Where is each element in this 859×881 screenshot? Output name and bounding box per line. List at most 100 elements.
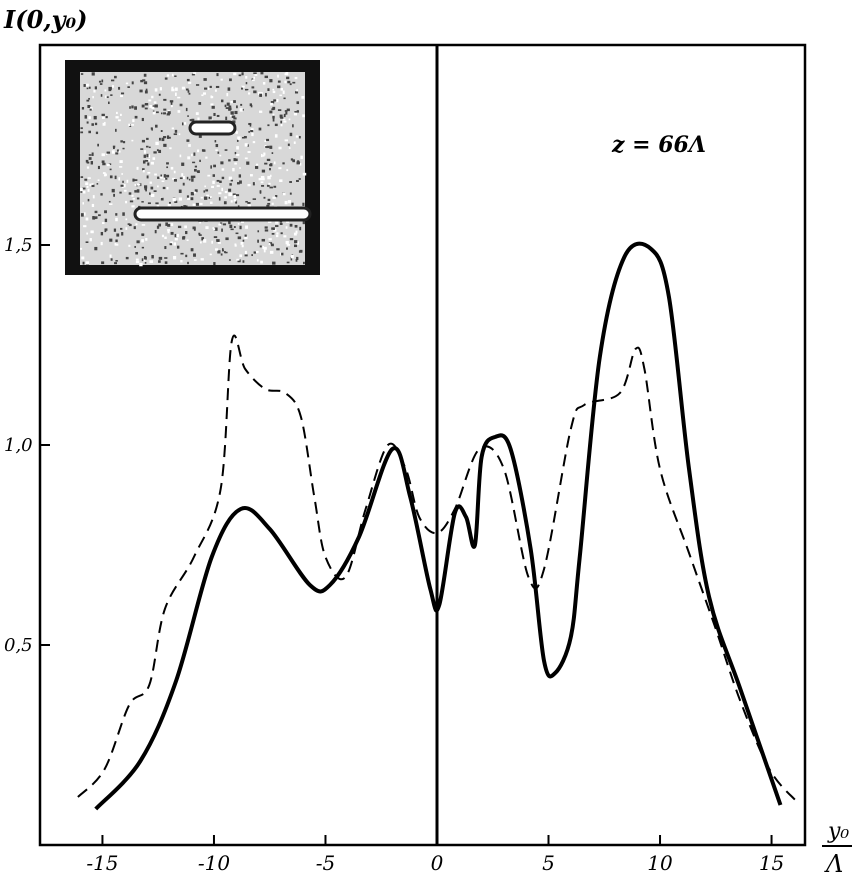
speckle <box>97 143 99 147</box>
speckle <box>212 180 215 184</box>
speckle <box>245 76 248 79</box>
speckle <box>164 257 168 259</box>
y-tick-label: 1,0 <box>4 435 33 456</box>
speckle <box>170 223 174 227</box>
speckle <box>80 176 84 178</box>
speckle <box>113 193 116 197</box>
speckle <box>236 146 239 150</box>
speckle <box>249 103 252 107</box>
speckle <box>91 184 95 188</box>
speckle <box>216 114 220 117</box>
speckle <box>80 213 84 217</box>
speckle <box>158 260 161 263</box>
speckle <box>123 141 126 144</box>
speckle <box>235 200 238 204</box>
speckle <box>275 195 278 198</box>
speckle <box>118 177 121 181</box>
speckle <box>131 105 134 109</box>
speckle <box>269 163 272 167</box>
speckle <box>136 189 140 193</box>
speckle <box>125 256 129 260</box>
speckle <box>221 168 225 171</box>
speckle <box>260 181 264 184</box>
speckle <box>284 200 288 205</box>
speckle <box>228 188 232 192</box>
speckle <box>215 248 219 251</box>
speckle <box>128 244 131 247</box>
speckle <box>101 160 105 163</box>
speckle <box>100 193 103 196</box>
speckle <box>87 104 91 108</box>
speckle <box>108 101 110 105</box>
speckle <box>152 111 156 115</box>
speckle <box>236 105 238 109</box>
speckle <box>284 80 287 84</box>
speckle <box>177 225 182 229</box>
speckle <box>199 159 201 162</box>
speckle <box>242 108 244 111</box>
speckle <box>205 189 209 192</box>
speckle <box>92 96 94 99</box>
speckle <box>267 202 271 205</box>
speckle <box>188 144 191 147</box>
speckle <box>219 180 222 183</box>
speckle <box>190 248 194 252</box>
speckle <box>291 254 294 259</box>
speckle <box>109 175 113 179</box>
speckle <box>225 251 228 254</box>
speckle <box>178 133 181 136</box>
speckle <box>213 228 216 231</box>
speckle <box>134 106 137 110</box>
speckle <box>229 183 232 186</box>
speckle <box>266 204 270 207</box>
speckle <box>224 196 227 199</box>
speckle <box>245 82 248 85</box>
speckle <box>266 138 270 142</box>
speckle <box>174 237 178 241</box>
speckle <box>296 101 300 105</box>
speckle <box>120 94 123 98</box>
speckle <box>197 149 200 153</box>
speckle <box>131 81 134 85</box>
speckle <box>160 197 164 201</box>
speckle <box>292 159 295 163</box>
speckle <box>157 185 159 188</box>
speckle <box>261 184 265 187</box>
speckle <box>85 261 90 265</box>
speckle <box>254 74 258 76</box>
speckle <box>190 191 194 196</box>
speckle <box>280 120 283 124</box>
speckle <box>120 227 123 230</box>
speckle <box>294 76 298 80</box>
speckle <box>238 74 242 77</box>
speckle <box>236 182 240 185</box>
speckle <box>148 154 151 158</box>
speckle <box>234 243 237 246</box>
speckle <box>148 146 151 149</box>
speckle <box>302 172 307 176</box>
speckle <box>163 176 167 180</box>
speckle <box>169 243 173 246</box>
speckle <box>254 166 259 169</box>
speckle <box>145 159 149 162</box>
speckle <box>287 80 291 84</box>
speckle <box>186 78 190 82</box>
speckle <box>279 223 283 225</box>
speckle <box>121 173 124 175</box>
speckle <box>166 162 169 165</box>
speckle <box>115 152 119 155</box>
speckle <box>188 81 192 84</box>
speckle <box>158 93 161 96</box>
speckle <box>259 93 263 97</box>
y-tick-label: 1,5 <box>4 235 33 256</box>
speckle <box>152 110 155 113</box>
speckle <box>116 111 118 115</box>
speckle <box>163 136 167 139</box>
series-dashed-line <box>77 334 797 802</box>
speckle <box>302 220 305 225</box>
speckle <box>135 223 138 226</box>
speckle <box>180 252 184 255</box>
speckle <box>159 87 162 91</box>
speckle <box>294 224 298 228</box>
speckle <box>173 133 177 136</box>
